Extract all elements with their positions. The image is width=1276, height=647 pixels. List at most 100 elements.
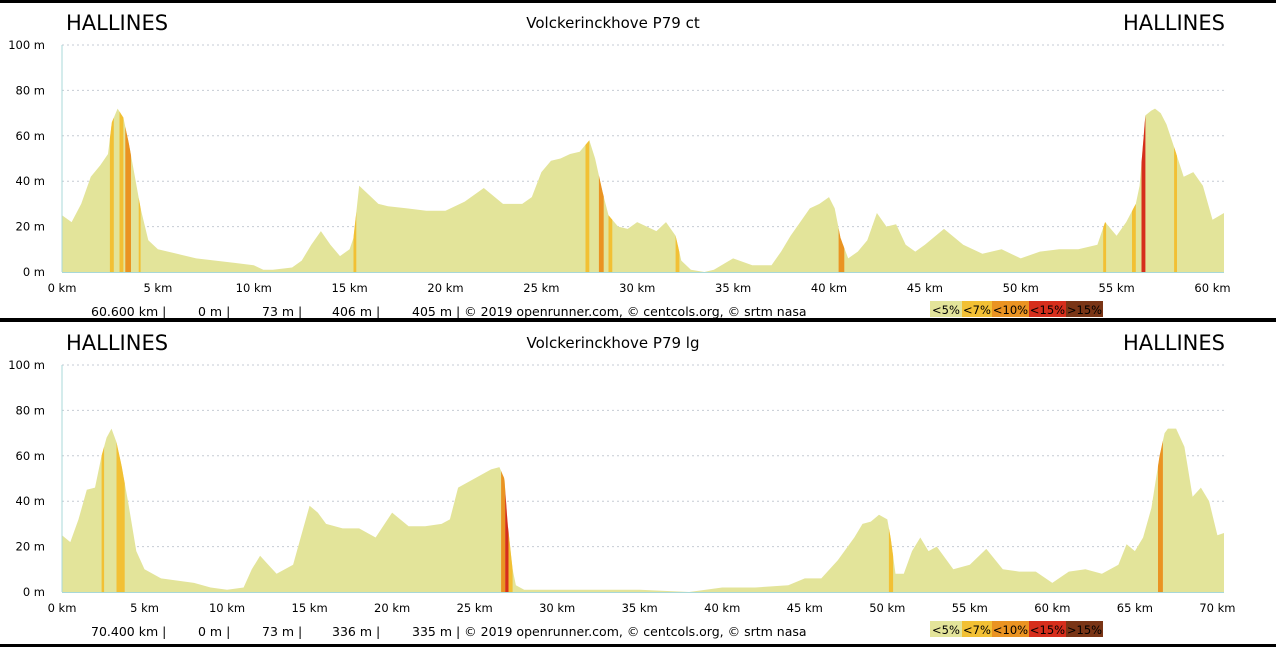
x-tick-label: 10 km (236, 281, 272, 295)
profile-svg: HALLINES HALLINES Volckerinckhove P79 ct… (8, 11, 1230, 319)
x-tick-label: 0 km (48, 601, 77, 615)
x-tick-label: 45 km (907, 281, 943, 295)
legend-label-lt15: <15% (1030, 303, 1065, 317)
stat-max-elevation: 73 m | (262, 304, 302, 319)
separator (0, 318, 1276, 322)
stat-total-ascent: 406 m | (332, 304, 380, 319)
steep-segment-lt15 (505, 489, 509, 592)
steep-segment-lt7 (119, 111, 124, 272)
steep-segment-lt10 (598, 175, 604, 272)
steep-segment-lt7 (675, 235, 680, 272)
x-tick-label: 50 km (869, 601, 905, 615)
x-tick-label: 55 km (952, 601, 988, 615)
legend-swatch-lt5 (930, 621, 962, 637)
y-tick-label: 100 m (8, 38, 45, 52)
legend-label-lt7: <7% (963, 303, 991, 317)
elevation-profile-ct: HALLINES HALLINES Volckerinckhove P79 ct… (0, 0, 1276, 320)
y-tick-label: 20 m (16, 540, 46, 554)
legend-label-gt15: >15% (1067, 623, 1102, 637)
x-tick-label: 35 km (715, 281, 751, 295)
steep-segment-lt7 (109, 117, 114, 272)
slope-legend: <5% <7% <10% <15% >15% (930, 301, 1103, 317)
x-tick-label: 50 km (1003, 281, 1039, 295)
steep-segment-lt7 (1103, 222, 1107, 272)
stat-total-ascent: 336 m | (332, 624, 380, 639)
x-tick-label: 70 km (1199, 601, 1235, 615)
profile-svg: HALLINES HALLINES Volckerinckhove P79 lg… (8, 331, 1235, 639)
stats-row: 70.400 km | 0 m | 73 m | 336 m | 335 m |… (91, 624, 807, 639)
steep-segment-lt7 (888, 528, 894, 592)
x-tick-label: 20 km (427, 281, 463, 295)
steep-segment-lt10 (501, 470, 506, 592)
end-label: HALLINES (1123, 11, 1225, 35)
stat-max-elevation: 73 m | (262, 624, 302, 639)
stat-distance: 60.600 km | (91, 304, 166, 319)
slope-legend: <5% <7% <10% <15% >15% (930, 621, 1103, 637)
stats-row: 60.600 km | 0 m | 73 m | 406 m | 405 m |… (91, 304, 807, 319)
stat-total-descent-credits: 335 m | © 2019 openrunner.com, © centcol… (412, 624, 807, 639)
grid-lines (62, 364, 1224, 548)
steep-segment-lt7 (608, 215, 613, 272)
steep-segment-lt7 (138, 197, 141, 272)
start-label: HALLINES (66, 11, 168, 35)
legend-label-gt15: >15% (1067, 303, 1102, 317)
legend-label-lt15: <15% (1030, 623, 1065, 637)
x-tick-label: 5 km (130, 601, 159, 615)
x-tick-label: 15 km (292, 601, 328, 615)
legend-label-lt5: <5% (932, 303, 960, 317)
elevation-area (62, 428, 1224, 592)
steep-segment-lt10 (125, 126, 131, 272)
stat-total-descent-credits: 405 m | © 2019 openrunner.com, © centcol… (412, 304, 807, 319)
legend-swatch-gt15 (1066, 301, 1103, 317)
x-tick-label: 25 km (457, 601, 493, 615)
y-tick-label: 0 m (23, 585, 45, 599)
y-tick-labels: 0 m 20 m 40 m 60 m 80 m 100 m (8, 38, 45, 279)
elevation-fill (62, 428, 1224, 592)
elevation-fill (62, 108, 1224, 272)
x-tick-label: 10 km (209, 601, 245, 615)
x-tick-label: 65 km (1117, 601, 1153, 615)
legend-swatch-lt7 (962, 301, 992, 317)
x-tick-label: 30 km (539, 601, 575, 615)
y-tick-label: 40 m (16, 494, 46, 508)
bottom-border (0, 644, 1276, 647)
legend-swatch-lt10 (992, 621, 1029, 637)
legend-swatch-lt5 (930, 301, 962, 317)
chart-title: Volckerinckhove P79 lg (527, 334, 700, 352)
elevation-profile-lg: HALLINES HALLINES Volckerinckhove P79 lg… (0, 320, 1276, 640)
x-tick-label: 45 km (787, 601, 823, 615)
x-tick-label: 5 km (143, 281, 172, 295)
legend-swatch-gt15 (1066, 621, 1103, 637)
top-border (0, 0, 1276, 3)
legend-label-lt7: <7% (963, 623, 991, 637)
x-tick-label: 40 km (704, 601, 740, 615)
x-tick-label: 30 km (619, 281, 655, 295)
chart-title: Volckerinckhove P79 ct (526, 14, 700, 32)
steep-segment-lt7 (1132, 203, 1136, 272)
stat-min-elevation: 0 m | (198, 304, 230, 319)
steep-segment-lt7 (101, 446, 105, 592)
stat-min-elevation: 0 m | (198, 624, 230, 639)
axes (61, 45, 1224, 273)
y-tick-label: 0 m (23, 265, 45, 279)
steep-segment-lt7 (116, 442, 125, 592)
x-tick-label: 60 km (1194, 281, 1230, 295)
y-tick-label: 100 m (8, 358, 45, 372)
legend-label-lt5: <5% (932, 623, 960, 637)
y-tick-label: 40 m (16, 174, 46, 188)
legend-label-lt10: <10% (993, 623, 1028, 637)
y-tick-label: 60 m (16, 449, 46, 463)
y-tick-label: 80 m (16, 403, 46, 417)
x-tick-label: 25 km (523, 281, 559, 295)
steep-segment-lt7 (353, 211, 357, 272)
y-tick-label: 60 m (16, 129, 46, 143)
y-tick-labels: 0 m 20 m 40 m 60 m 80 m 100 m (8, 358, 45, 599)
legend-swatch-lt15 (1029, 301, 1066, 317)
axes (61, 365, 1224, 593)
steep-segment-lt7 (1174, 147, 1177, 272)
y-tick-label: 80 m (16, 83, 46, 97)
grid-lines (62, 44, 1224, 228)
end-label: HALLINES (1123, 331, 1225, 355)
stat-distance: 70.400 km | (91, 624, 166, 639)
legend-swatch-lt10 (992, 301, 1029, 317)
